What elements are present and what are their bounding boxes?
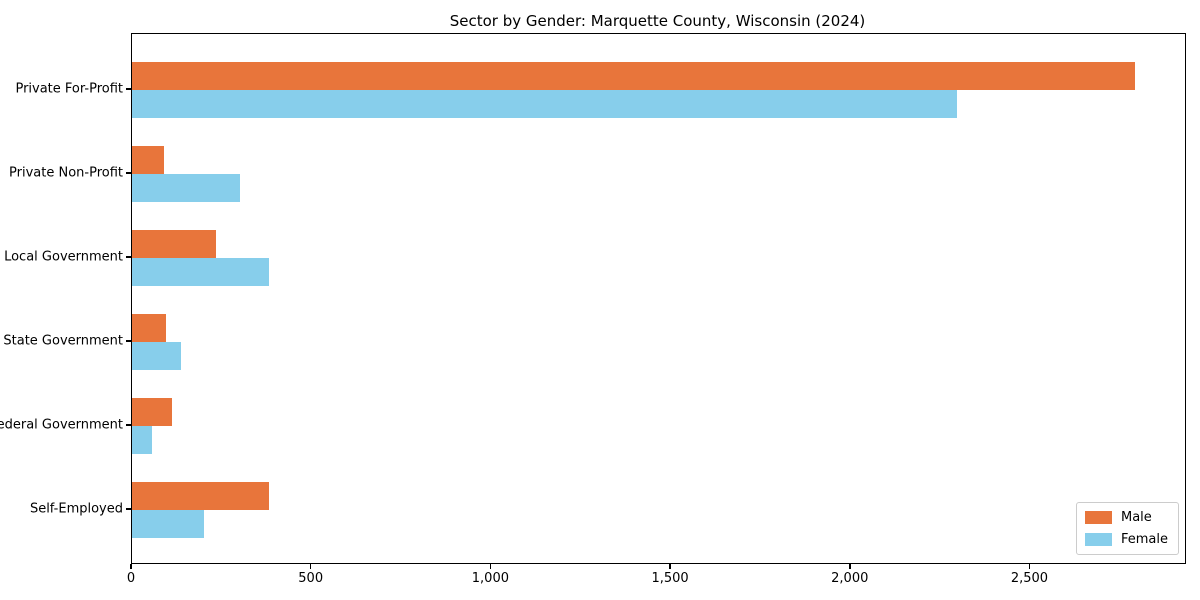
- x-tick-label: 1,000: [471, 571, 509, 586]
- y-tick-label: Federal Government: [0, 417, 123, 433]
- y-tick: [126, 256, 131, 258]
- x-tick-label: 500: [298, 571, 324, 586]
- bar-female-local-government: [132, 258, 269, 286]
- legend-item-female: Female: [1084, 532, 1168, 547]
- x-tick: [489, 563, 492, 569]
- x-tick: [309, 563, 312, 569]
- bar-male-federal-government: [132, 398, 172, 426]
- x-tick: [669, 563, 671, 569]
- bar-male-self-employed: [132, 482, 269, 510]
- y-tick-label: Private For-Profit: [15, 81, 123, 97]
- legend-swatch-female: [1084, 533, 1112, 546]
- bar-female-private-non-profit: [132, 174, 240, 202]
- bar-male-private-non-profit: [132, 146, 165, 174]
- legend-label: Female: [1120, 532, 1168, 547]
- y-tick: [126, 424, 131, 426]
- y-tick: [126, 340, 131, 342]
- legend-item-male: Male: [1084, 510, 1168, 525]
- plot-area: Male Female: [131, 33, 1186, 564]
- x-tick-label: 0: [126, 571, 136, 586]
- bar-male-local-government: [132, 230, 217, 258]
- legend-label: Male: [1120, 510, 1152, 525]
- y-tick-label: Private Non-Profit: [9, 165, 123, 181]
- y-tick: [126, 88, 131, 90]
- bar-female-self-employed: [132, 510, 204, 538]
- y-tick-label: Local Government: [4, 249, 123, 265]
- y-tick: [126, 172, 131, 174]
- chart-title: Sector by Gender: Marquette County, Wisc…: [449, 12, 866, 30]
- legend-swatch-male: [1084, 511, 1112, 524]
- bar-female-state-government: [132, 342, 181, 370]
- y-tick-label: State Government: [3, 333, 123, 349]
- y-tick: [126, 508, 131, 510]
- bar-female-federal-government: [132, 426, 152, 454]
- bar-male-state-government: [132, 314, 167, 342]
- x-tick-label: 2,500: [1010, 571, 1049, 586]
- x-tick: [1028, 563, 1031, 569]
- x-tick-label: 1,500: [651, 571, 689, 586]
- y-tick-label: Self-Employed: [29, 501, 123, 517]
- x-tick: [849, 563, 851, 569]
- bar-male-private-for-profit: [132, 62, 1135, 90]
- x-tick-label: 2,000: [831, 571, 869, 586]
- legend: Male Female: [1075, 502, 1179, 555]
- x-tick: [130, 563, 132, 569]
- bar-female-private-for-profit: [132, 90, 957, 118]
